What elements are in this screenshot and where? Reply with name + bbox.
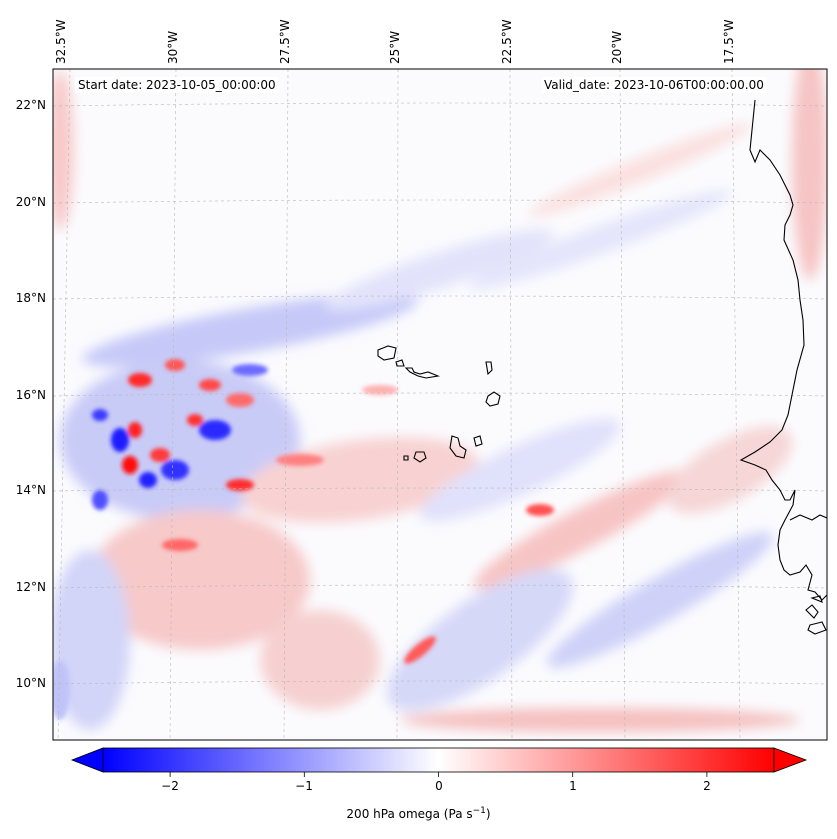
colorbar: [70, 747, 808, 777]
island-sal: [485, 361, 493, 376]
colorbar-title-unit-exponent: −1: [472, 806, 486, 816]
colorbar-title: 200 hPa omega (Pa s−1): [0, 806, 837, 821]
colorbar-extend-min: [70, 747, 104, 773]
island-fogo: [413, 451, 427, 463]
colorbar-tick-label: −1: [295, 779, 313, 793]
lat-label-22n: 22°N: [15, 98, 46, 112]
lon-label-20w: 20°W: [610, 30, 624, 64]
island-boa-vista: [485, 391, 501, 407]
omega-field-cells: [53, 359, 554, 720]
colorbar-gradient: [102, 747, 775, 773]
coastlines: [377, 99, 827, 635]
map-area: [53, 69, 827, 740]
island-sao-nicolau: [404, 367, 441, 379]
lon-label-17.5w: 17.5°W: [722, 19, 736, 64]
colorbar-extend-max: [773, 747, 808, 773]
lon-label-22.5w: 22.5°W: [500, 19, 514, 64]
coast-islands-south: [805, 595, 827, 635]
colorbar-tick-label: 2: [703, 779, 711, 793]
colorbar-tick-label: −2: [161, 779, 179, 793]
map-frame: [52, 68, 828, 741]
valid-date-label: Valid_date: 2023-10-06T00:00:00.00: [541, 77, 767, 93]
lat-label-14n: 14°N: [15, 483, 46, 497]
africa-coastline: [739, 99, 827, 601]
lon-label-25w: 25°W: [388, 30, 402, 64]
colorbar-ticks: [169, 772, 708, 777]
lat-label-16n: 16°N: [15, 388, 46, 402]
lon-label-27.5w: 27.5°W: [278, 19, 292, 64]
lon-label-30w: 30°W: [166, 30, 180, 64]
colorbar-tick-label: 0: [435, 779, 443, 793]
colorbar-tick-label: 1: [569, 779, 577, 793]
start-date-label: Start date: 2023-10-05_00:00:00: [75, 77, 279, 93]
coast-inlet: [789, 514, 827, 521]
island-brava: [403, 455, 409, 461]
island-santo-antao: [377, 345, 397, 361]
lon-label-32.5w: 32.5°W: [54, 19, 68, 64]
island-santiago: [449, 435, 467, 459]
colorbar-title-close: ): [485, 807, 491, 821]
gridlines: [53, 69, 827, 740]
lat-label-18n: 18°N: [15, 291, 46, 305]
colorbar-title-text: 200 hPa omega (Pa s: [346, 807, 473, 821]
lat-label-12n: 12°N: [15, 580, 46, 594]
island-sao-vicente: [395, 359, 405, 367]
island-maio: [473, 435, 483, 447]
lat-label-20n: 20°N: [15, 195, 46, 209]
lat-label-10n: 10°N: [15, 676, 46, 690]
